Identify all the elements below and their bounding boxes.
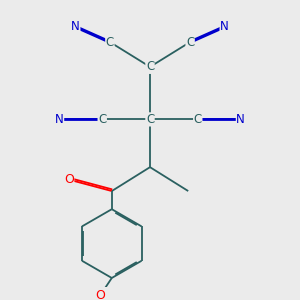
Text: C: C	[194, 113, 202, 126]
Text: O: O	[64, 173, 74, 186]
Text: N: N	[71, 20, 80, 33]
Text: N: N	[220, 20, 229, 33]
Text: C: C	[106, 35, 114, 49]
Text: C: C	[146, 113, 154, 126]
Text: N: N	[55, 113, 64, 126]
Text: C: C	[98, 113, 106, 126]
Text: O: O	[95, 289, 105, 300]
Text: N: N	[236, 113, 245, 126]
Text: C: C	[146, 60, 154, 74]
Text: C: C	[186, 35, 194, 49]
